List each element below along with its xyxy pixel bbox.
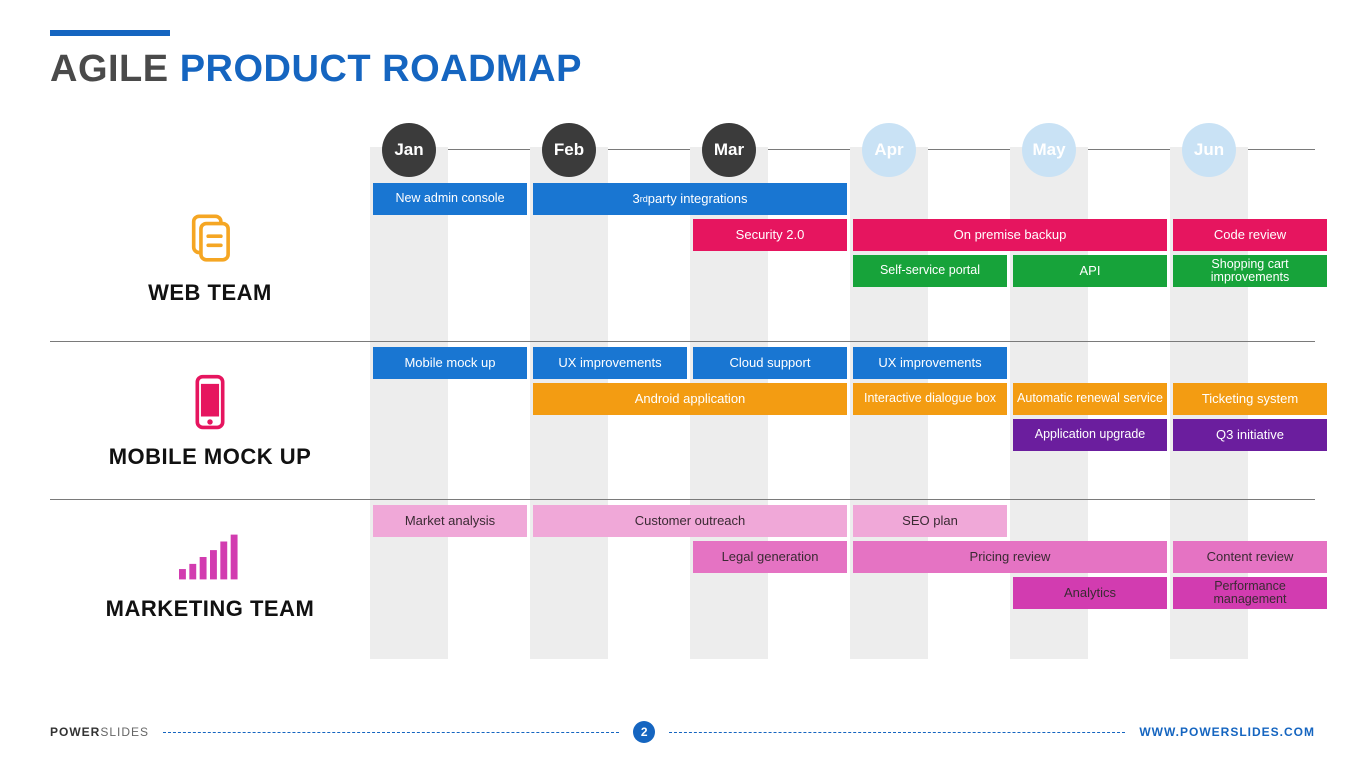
task-bar: UX improvements	[533, 347, 687, 379]
footer: POWERSLIDES 2 WWW.POWERSLIDES.COM	[50, 721, 1315, 743]
task-bar: API	[1013, 255, 1167, 287]
month-header: Apr	[862, 123, 916, 177]
task-bar: Market analysis	[373, 505, 527, 537]
task-bar: Application upgrade	[1013, 419, 1167, 451]
month-column-bg	[370, 147, 448, 659]
task-bar: Legal generation	[693, 541, 847, 573]
footer-rule-left	[163, 732, 619, 733]
task-bar: Content review	[1173, 541, 1327, 573]
title-main: PRODUCT ROADMAP	[180, 48, 582, 90]
bars-icon	[50, 531, 370, 588]
team-label: MARKETING TEAM	[50, 531, 370, 622]
task-bar: Performance management	[1173, 577, 1327, 609]
task-bar: 3rd party integrations	[533, 183, 847, 215]
page-number: 2	[633, 721, 655, 743]
task-bar: Pricing review	[853, 541, 1167, 573]
footer-brand-light: SLIDES	[100, 725, 149, 739]
task-bar: Shopping cart improvements	[1173, 255, 1327, 287]
row-divider	[50, 499, 1315, 500]
task-bar: On premise backup	[853, 219, 1167, 251]
title-accent	[50, 30, 170, 36]
month-header: Jan	[382, 123, 436, 177]
footer-url: WWW.POWERSLIDES.COM	[1139, 725, 1315, 739]
timeline-area: Jan Feb Mar Apr May Jun New admin console3rd …	[370, 119, 1315, 659]
task-bar: Q3 initiative	[1173, 419, 1327, 451]
task-bar: Mobile mock up	[373, 347, 527, 379]
row-divider	[50, 341, 1315, 342]
month-header: Jun	[1182, 123, 1236, 177]
team-name: WEB TEAM	[50, 280, 370, 306]
month-header: Mar	[702, 123, 756, 177]
team-name: MARKETING TEAM	[50, 596, 370, 622]
title-prefix: AGILE	[50, 48, 169, 90]
page-title: AGILE PRODUCT ROADMAP	[50, 48, 1315, 91]
task-bar: Self-service portal	[853, 255, 1007, 287]
task-bar: Automatic renewal service	[1013, 383, 1167, 415]
team-label: MOBILE MOCK UP	[50, 373, 370, 470]
phone-icon	[50, 373, 370, 436]
task-bar: Customer outreach	[533, 505, 847, 537]
footer-brand-bold: POWER	[50, 725, 100, 739]
team-name: MOBILE MOCK UP	[50, 444, 370, 470]
task-bar: UX improvements	[853, 347, 1007, 379]
month-header: May	[1022, 123, 1076, 177]
task-bar: Security 2.0	[693, 219, 847, 251]
task-bar: Code review	[1173, 219, 1327, 251]
task-bar: Interactive dialogue box	[853, 383, 1007, 415]
task-bar: Android application	[533, 383, 847, 415]
doc-icon	[50, 209, 370, 272]
task-bar: Analytics	[1013, 577, 1167, 609]
team-label: WEB TEAM	[50, 209, 370, 306]
task-bar: SEO plan	[853, 505, 1007, 537]
roadmap: WEB TEAM MOBILE MOCK UP MARKETING TEAM J…	[50, 119, 1315, 659]
month-header: Feb	[542, 123, 596, 177]
task-bar: Cloud support	[693, 347, 847, 379]
task-bar: New admin console	[373, 183, 527, 215]
footer-rule-right	[669, 732, 1125, 733]
slide: AGILE PRODUCT ROADMAP WEB TEAM MOBILE MO…	[0, 0, 1365, 767]
footer-brand: POWERSLIDES	[50, 725, 149, 739]
task-bar: Ticketing system	[1173, 383, 1327, 415]
